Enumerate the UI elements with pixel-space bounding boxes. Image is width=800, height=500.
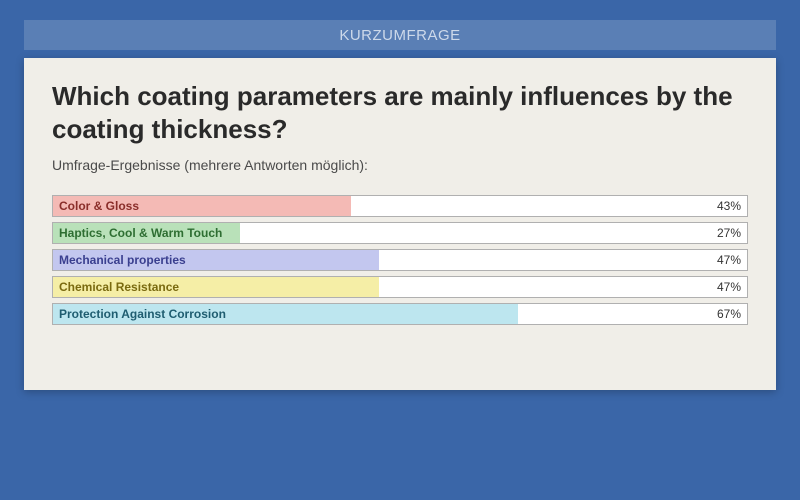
bar-row: Chemical Resistance 47% [52,276,748,298]
bar-row: Protection Against Corrosion 67% [52,303,748,325]
bar-row: Mechanical properties 47% [52,249,748,271]
bar-label: Chemical Resistance [59,280,179,294]
header-title: KURZUMFRAGE [339,27,460,44]
bar-percent: 47% [717,253,741,267]
bar-row: Haptics, Cool & Warm Touch 27% [52,222,748,244]
bar-label: Protection Against Corrosion [59,307,226,321]
bar-chart: Color & Gloss 43% Haptics, Cool & Warm Tou… [52,195,748,325]
bar-percent: 67% [717,307,741,321]
bar-percent: 43% [717,199,741,213]
header-bar: KURZUMFRAGE [24,20,776,50]
bar-label: Color & Gloss [59,199,139,213]
bar-percent: 27% [717,226,741,240]
survey-panel: Which coating parameters are mainly infl… [24,58,776,390]
bar-label: Haptics, Cool & Warm Touch [59,226,222,240]
bar-percent: 47% [717,280,741,294]
bar-row: Color & Gloss 43% [52,195,748,217]
subtitle-text: Umfrage-Ergebnisse (mehrere Antworten mö… [52,157,748,173]
question-text: Which coating parameters are mainly infl… [52,80,748,147]
bar-label: Mechanical properties [59,253,186,267]
